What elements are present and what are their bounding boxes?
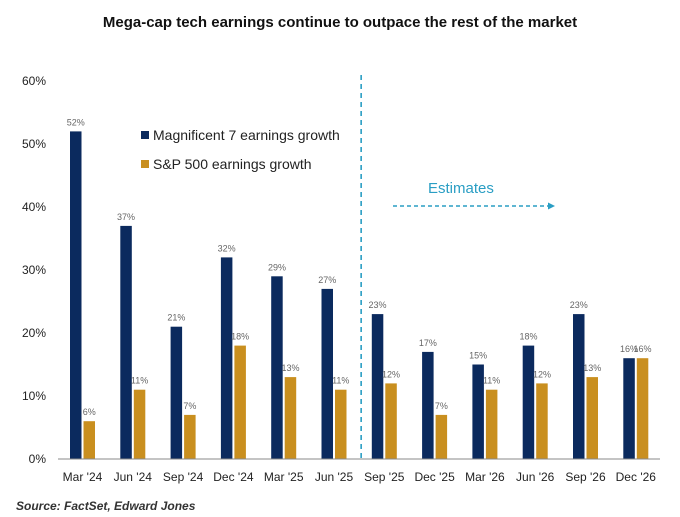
bar-mag7 xyxy=(70,131,82,459)
data-label-mag7: 18% xyxy=(519,332,537,342)
bar-sp500 xyxy=(83,421,95,459)
data-label-mag7: 27% xyxy=(318,275,336,285)
data-label-sp500: 7% xyxy=(183,401,196,411)
x-tick-label: Jun '25 xyxy=(315,470,354,484)
bar-mag7 xyxy=(472,364,484,459)
bar-sp500 xyxy=(586,377,598,459)
bar-mag7 xyxy=(120,225,132,459)
bar-sp500 xyxy=(184,414,196,459)
x-tick-label: Jun '24 xyxy=(114,470,153,484)
bar-mag7 xyxy=(623,358,635,459)
y-tick-label: 50% xyxy=(22,137,46,151)
bar-sp500 xyxy=(385,383,397,459)
data-label-sp500: 12% xyxy=(382,369,400,379)
legend-swatch-mag7 xyxy=(141,131,149,139)
y-tick-label: 10% xyxy=(22,389,46,403)
data-label-mag7: 52% xyxy=(67,117,85,127)
legend-label-sp500: S&P 500 earnings growth xyxy=(153,156,312,172)
data-label-sp500: 7% xyxy=(435,401,448,411)
data-label-mag7: 15% xyxy=(469,351,487,361)
bar-sp500 xyxy=(536,383,548,459)
data-label-sp500: 18% xyxy=(231,332,249,342)
bar-mag7 xyxy=(170,326,183,459)
x-axis: Mar '24 Jun '24 Sep '24 Dec '24 Mar '25 Jun '… xyxy=(63,470,657,484)
data-label-sp500: 6% xyxy=(83,407,96,417)
x-tick-label: Sep '25 xyxy=(364,470,405,484)
estimates-arrow-head xyxy=(548,202,555,210)
x-tick-label: Mar '24 xyxy=(63,470,103,484)
data-label-sp500: 12% xyxy=(533,369,551,379)
x-tick-label: Jun '26 xyxy=(516,470,555,484)
legend-swatch-sp500 xyxy=(141,160,149,168)
y-tick-label: 60% xyxy=(22,74,46,88)
bar-sp500 xyxy=(636,358,649,459)
data-label-mag7: 37% xyxy=(117,212,135,222)
bar-mag7 xyxy=(321,288,333,459)
bar-mag7 xyxy=(422,351,434,459)
legend: Magnificent 7 earnings growth S&P 500 ea… xyxy=(141,127,340,172)
bar-sp500 xyxy=(335,389,347,459)
y-tick-label: 40% xyxy=(22,200,46,214)
data-label-mag7: 23% xyxy=(369,300,387,310)
bars xyxy=(70,131,649,459)
data-label-mag7: 29% xyxy=(268,262,286,272)
x-tick-label: Dec '25 xyxy=(414,470,455,484)
x-tick-label: Sep '26 xyxy=(565,470,606,484)
data-label-mag7: 16% xyxy=(620,344,638,354)
data-label-sp500: 16% xyxy=(634,344,652,354)
bar-mag7 xyxy=(220,257,233,459)
data-label-sp500: 11% xyxy=(483,376,500,386)
data-label-sp500: 11% xyxy=(332,376,349,386)
data-label-sp500: 11% xyxy=(131,376,148,386)
y-tick-label: 0% xyxy=(29,452,47,466)
y-tick-label: 30% xyxy=(22,263,46,277)
data-label-mag7: 21% xyxy=(167,313,185,323)
bar-mag7 xyxy=(371,314,384,459)
estimates-label: Estimates xyxy=(428,180,494,197)
data-label-mag7: 17% xyxy=(419,338,437,348)
data-label-sp500: 13% xyxy=(281,363,299,373)
bar-sp500 xyxy=(485,389,498,459)
bar-sp500 xyxy=(234,345,246,459)
bar-sp500 xyxy=(133,389,146,459)
x-tick-label: Sep '24 xyxy=(163,470,204,484)
data-label-mag7: 23% xyxy=(570,300,588,310)
x-tick-label: Mar '26 xyxy=(465,470,505,484)
x-tick-label: Mar '25 xyxy=(264,470,304,484)
bar-mag7 xyxy=(271,276,283,459)
data-label-mag7: 32% xyxy=(218,243,236,253)
bar-mag7 xyxy=(522,345,535,459)
y-axis: 0% 10% 20% 30% 40% 50% 60% xyxy=(22,74,46,466)
chart-title: Mega-cap tech earnings continue to outpa… xyxy=(102,14,578,31)
bar-sp500 xyxy=(435,414,448,459)
source-note: Source: FactSet, Edward Jones xyxy=(16,499,196,513)
data-label-sp500: 13% xyxy=(583,363,601,373)
x-tick-label: Dec '26 xyxy=(616,470,657,484)
bar-mag7 xyxy=(573,314,585,459)
x-tick-label: Dec '24 xyxy=(213,470,254,484)
bar-sp500 xyxy=(284,377,297,459)
data-labels: 52% 6% 37% 11% 21% 7% 32% 18% 29% 13% 27% 11% 23% 12%… xyxy=(67,117,652,417)
legend-label-mag7: Magnificent 7 earnings growth xyxy=(153,127,340,143)
y-tick-label: 20% xyxy=(22,326,46,340)
